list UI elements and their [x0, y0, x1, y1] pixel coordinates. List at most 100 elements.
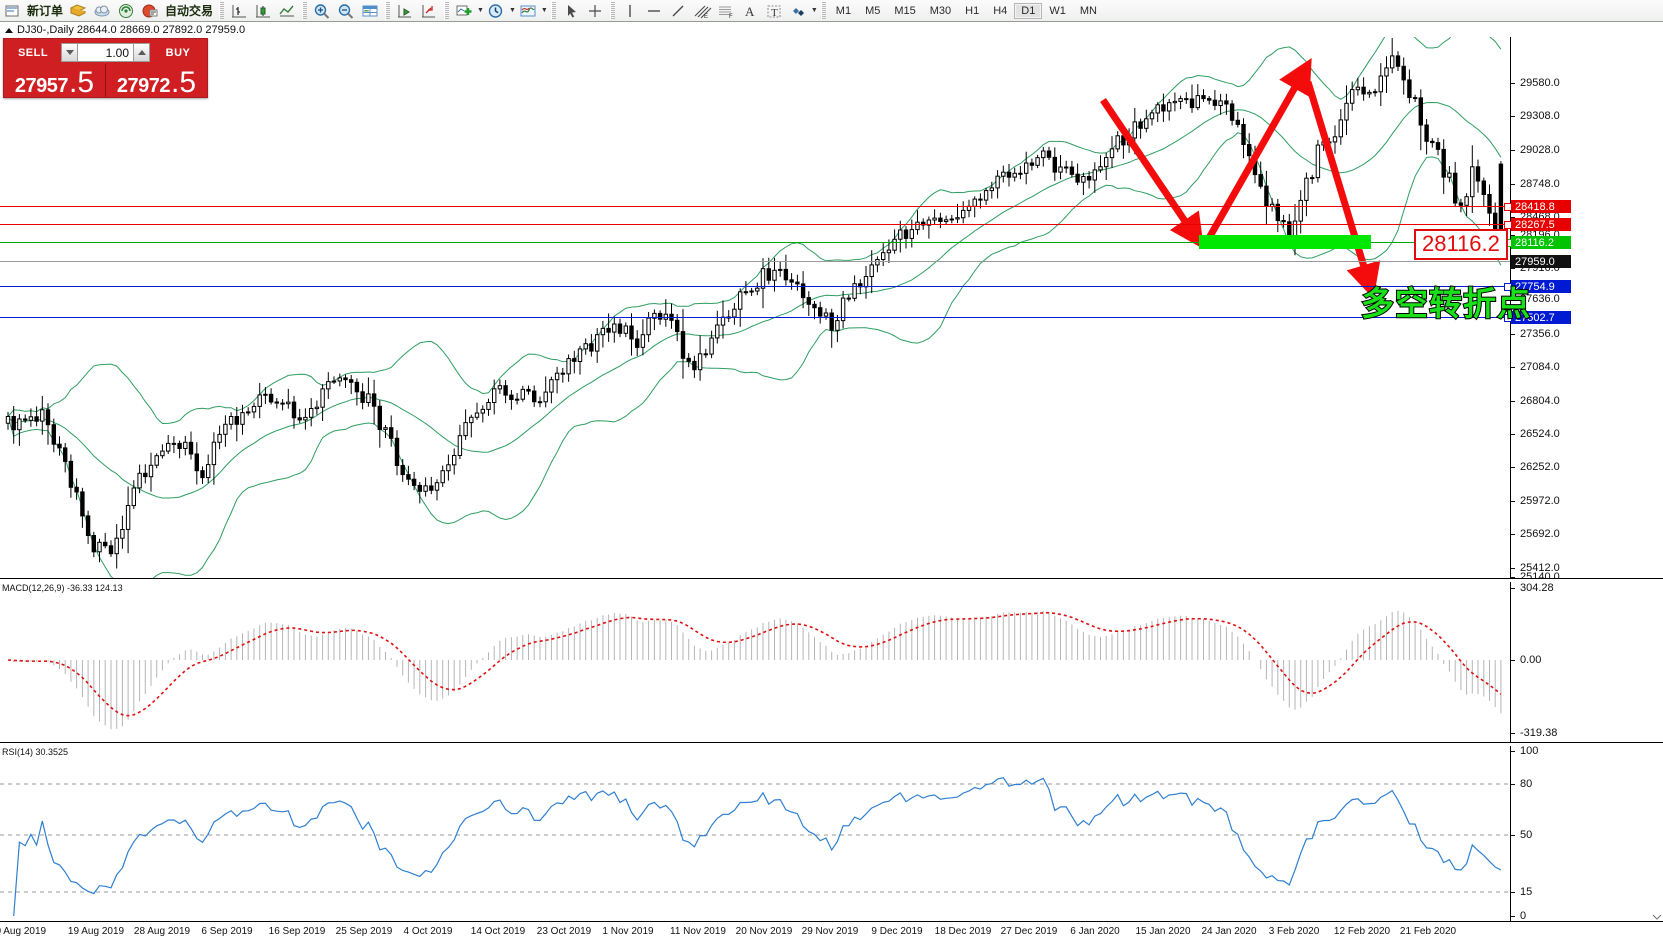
volume-input[interactable]: 1.00 — [78, 43, 133, 62]
sell-button[interactable]: SELL — [17, 46, 49, 59]
date-label: 21 Feb 2020 — [1399, 926, 1457, 937]
tab-timeframe-d1[interactable]: D1 — [1014, 2, 1043, 19]
tab-timeframe-m5[interactable]: M5 — [865, 4, 881, 17]
resistance-line-1[interactable] — [0, 206, 1510, 207]
chart-shift-icon[interactable] — [417, 1, 441, 21]
price-level-tag[interactable]: 27754.9 — [1511, 280, 1571, 293]
buy-price[interactable]: 27972 .5 — [106, 64, 207, 98]
new-order-icon[interactable] — [0, 1, 24, 21]
macd-title: MACD(12,26,9) -36.33 124.13 — [2, 583, 123, 593]
price-tick: 29308.0 — [1511, 110, 1560, 122]
label-icon[interactable]: T — [762, 1, 786, 21]
macd-pane[interactable]: MACD(12,26,9) -36.33 124.13 304.28 0.00 -3… — [0, 582, 1663, 742]
auto-scroll-icon[interactable] — [393, 1, 417, 21]
macd-plot[interactable] — [0, 582, 1510, 742]
trendline-icon[interactable] — [666, 1, 690, 21]
zoom-out-icon[interactable] — [334, 1, 358, 21]
chevron-down-icon[interactable]: ▼ — [508, 7, 516, 14]
signal-icon[interactable] — [114, 1, 138, 21]
main-toolbar: 新订单 自动交易 ▼ ▼ ▼ — [0, 0, 1663, 22]
resistance-line-2[interactable] — [0, 224, 1510, 225]
rsi-pane[interactable]: RSI(14) 30.3525 100 80 50 15 0 — [0, 745, 1663, 922]
templates-icon[interactable] — [516, 1, 540, 21]
crosshair-icon[interactable] — [583, 1, 607, 21]
level-drag-handle[interactable] — [1504, 314, 1512, 322]
rsi-plot[interactable] — [0, 746, 1510, 921]
rsi-tick: 100 — [1511, 745, 1538, 757]
horizontal-line-icon[interactable] — [642, 1, 666, 21]
arrow-up-1 — [1201, 57, 1312, 247]
price-tick: 26252.0 — [1511, 461, 1560, 473]
tab-timeframe-m15[interactable]: M15 — [894, 4, 916, 17]
grid-icon[interactable] — [358, 1, 382, 21]
tab-timeframe-m30[interactable]: M30 — [929, 4, 952, 17]
chevron-down-icon[interactable]: ▼ — [810, 7, 818, 14]
zoom-in-icon[interactable] — [310, 1, 334, 21]
price-level-tag[interactable]: 27959.0 — [1511, 255, 1571, 268]
svg-text:A: A — [745, 4, 755, 19]
price-tick: 26524.0 — [1511, 428, 1560, 440]
level-drag-handle[interactable] — [1504, 221, 1512, 229]
line-chart-icon[interactable] — [275, 1, 299, 21]
price-callout-box[interactable]: 28116.2 — [1414, 229, 1508, 260]
fibonacci-icon[interactable]: F — [714, 1, 738, 21]
price-level-tag[interactable]: 27502.7 — [1511, 311, 1571, 324]
price-level-tag[interactable]: 28418.8 — [1511, 200, 1571, 213]
level-drag-handle[interactable] — [1504, 283, 1512, 291]
wallet-icon[interactable] — [66, 1, 90, 21]
volume-decrease-button[interactable] — [61, 43, 78, 62]
chevron-down-icon[interactable]: ▼ — [477, 7, 484, 14]
shapes-icon[interactable] — [786, 1, 810, 21]
date-label: 14 Oct 2019 — [470, 926, 526, 937]
bar-chart-icon[interactable] — [227, 1, 251, 21]
buy-button[interactable]: BUY — [165, 46, 191, 59]
cloud-icon[interactable] — [90, 1, 114, 21]
support-line-green[interactable] — [0, 242, 1510, 243]
date-axis[interactable]: 10 Aug 2019 19 Aug 2019 28 Aug 2019 6 Sep 2… — [0, 921, 1663, 943]
cursor-icon[interactable] — [559, 1, 583, 21]
sell-price[interactable]: 27957 .5 — [4, 64, 105, 98]
price-scale[interactable]: 29580.0 29308.0 29028.0 28748.0 28468.0 28196… — [1504, 37, 1663, 583]
support-line-blue-2[interactable] — [0, 317, 1510, 318]
autotrade-label[interactable]: 自动交易 — [165, 4, 214, 18]
price-level-tag[interactable]: 28267.5 — [1511, 218, 1571, 231]
macd-tick: -319.38 — [1511, 727, 1557, 739]
chevron-down-icon[interactable]: ▼ — [540, 7, 548, 14]
one-click-trading-panel[interactable]: SELL 1.00 BUY 27957 .5 27972 .5 — [3, 38, 208, 98]
price-tick: 26804.0 — [1511, 395, 1560, 407]
tab-timeframe-m1[interactable]: M1 — [835, 4, 852, 17]
price-pane[interactable]: 29580.0 29308.0 29028.0 28748.0 28468.0 28196… — [0, 37, 1663, 583]
chinese-annotation-text[interactable]: 多空转折点 — [1360, 283, 1531, 324]
tab-timeframe-h4[interactable]: H4 — [993, 4, 1008, 17]
indicators-icon[interactable] — [452, 1, 476, 21]
price-tick: 29580.0 — [1511, 77, 1560, 89]
vertical-line-icon[interactable] — [618, 1, 642, 21]
arrow-down-1 — [1100, 98, 1204, 250]
date-label: 10 Aug 2019 — [0, 926, 47, 937]
toolbar-separator — [609, 1, 615, 20]
date-label: 6 Jan 2020 — [1070, 926, 1120, 937]
text-icon[interactable]: A — [738, 1, 762, 21]
tab-timeframe-w1[interactable]: W1 — [1049, 4, 1066, 17]
support-zone-rectangle[interactable] — [1199, 235, 1371, 249]
horizontal-scroll-handle[interactable] — [1652, 909, 1662, 920]
volume-increase-button[interactable] — [133, 43, 150, 62]
expert-advisor-icon[interactable] — [138, 1, 162, 21]
chart-area[interactable]: 29580.0 29308.0 29028.0 28748.0 28468.0 28196… — [0, 37, 1663, 943]
support-line-blue-1[interactable] — [0, 286, 1510, 287]
new-order-label[interactable]: 新订单 — [27, 4, 64, 18]
tab-timeframe-mn[interactable]: MN — [1079, 4, 1097, 17]
tab-timeframe-h1[interactable]: H1 — [965, 4, 980, 17]
price-tick: 28748.0 — [1511, 178, 1560, 190]
trend-arrows[interactable] — [0, 37, 1510, 578]
price-level-tag[interactable]: 28116.2 — [1511, 236, 1571, 249]
price-plot[interactable] — [0, 37, 1510, 578]
period-icon[interactable] — [484, 1, 508, 21]
channel-icon[interactable]: E — [690, 1, 714, 21]
candlestick-chart-icon[interactable] — [251, 1, 275, 21]
collapse-triangle-icon[interactable] — [5, 27, 13, 33]
volume-stepper[interactable]: 1.00 — [61, 43, 150, 62]
level-drag-handle[interactable] — [1504, 203, 1512, 211]
price-tick: 29028.0 — [1511, 144, 1560, 156]
date-label: 18 Dec 2019 — [934, 926, 992, 937]
